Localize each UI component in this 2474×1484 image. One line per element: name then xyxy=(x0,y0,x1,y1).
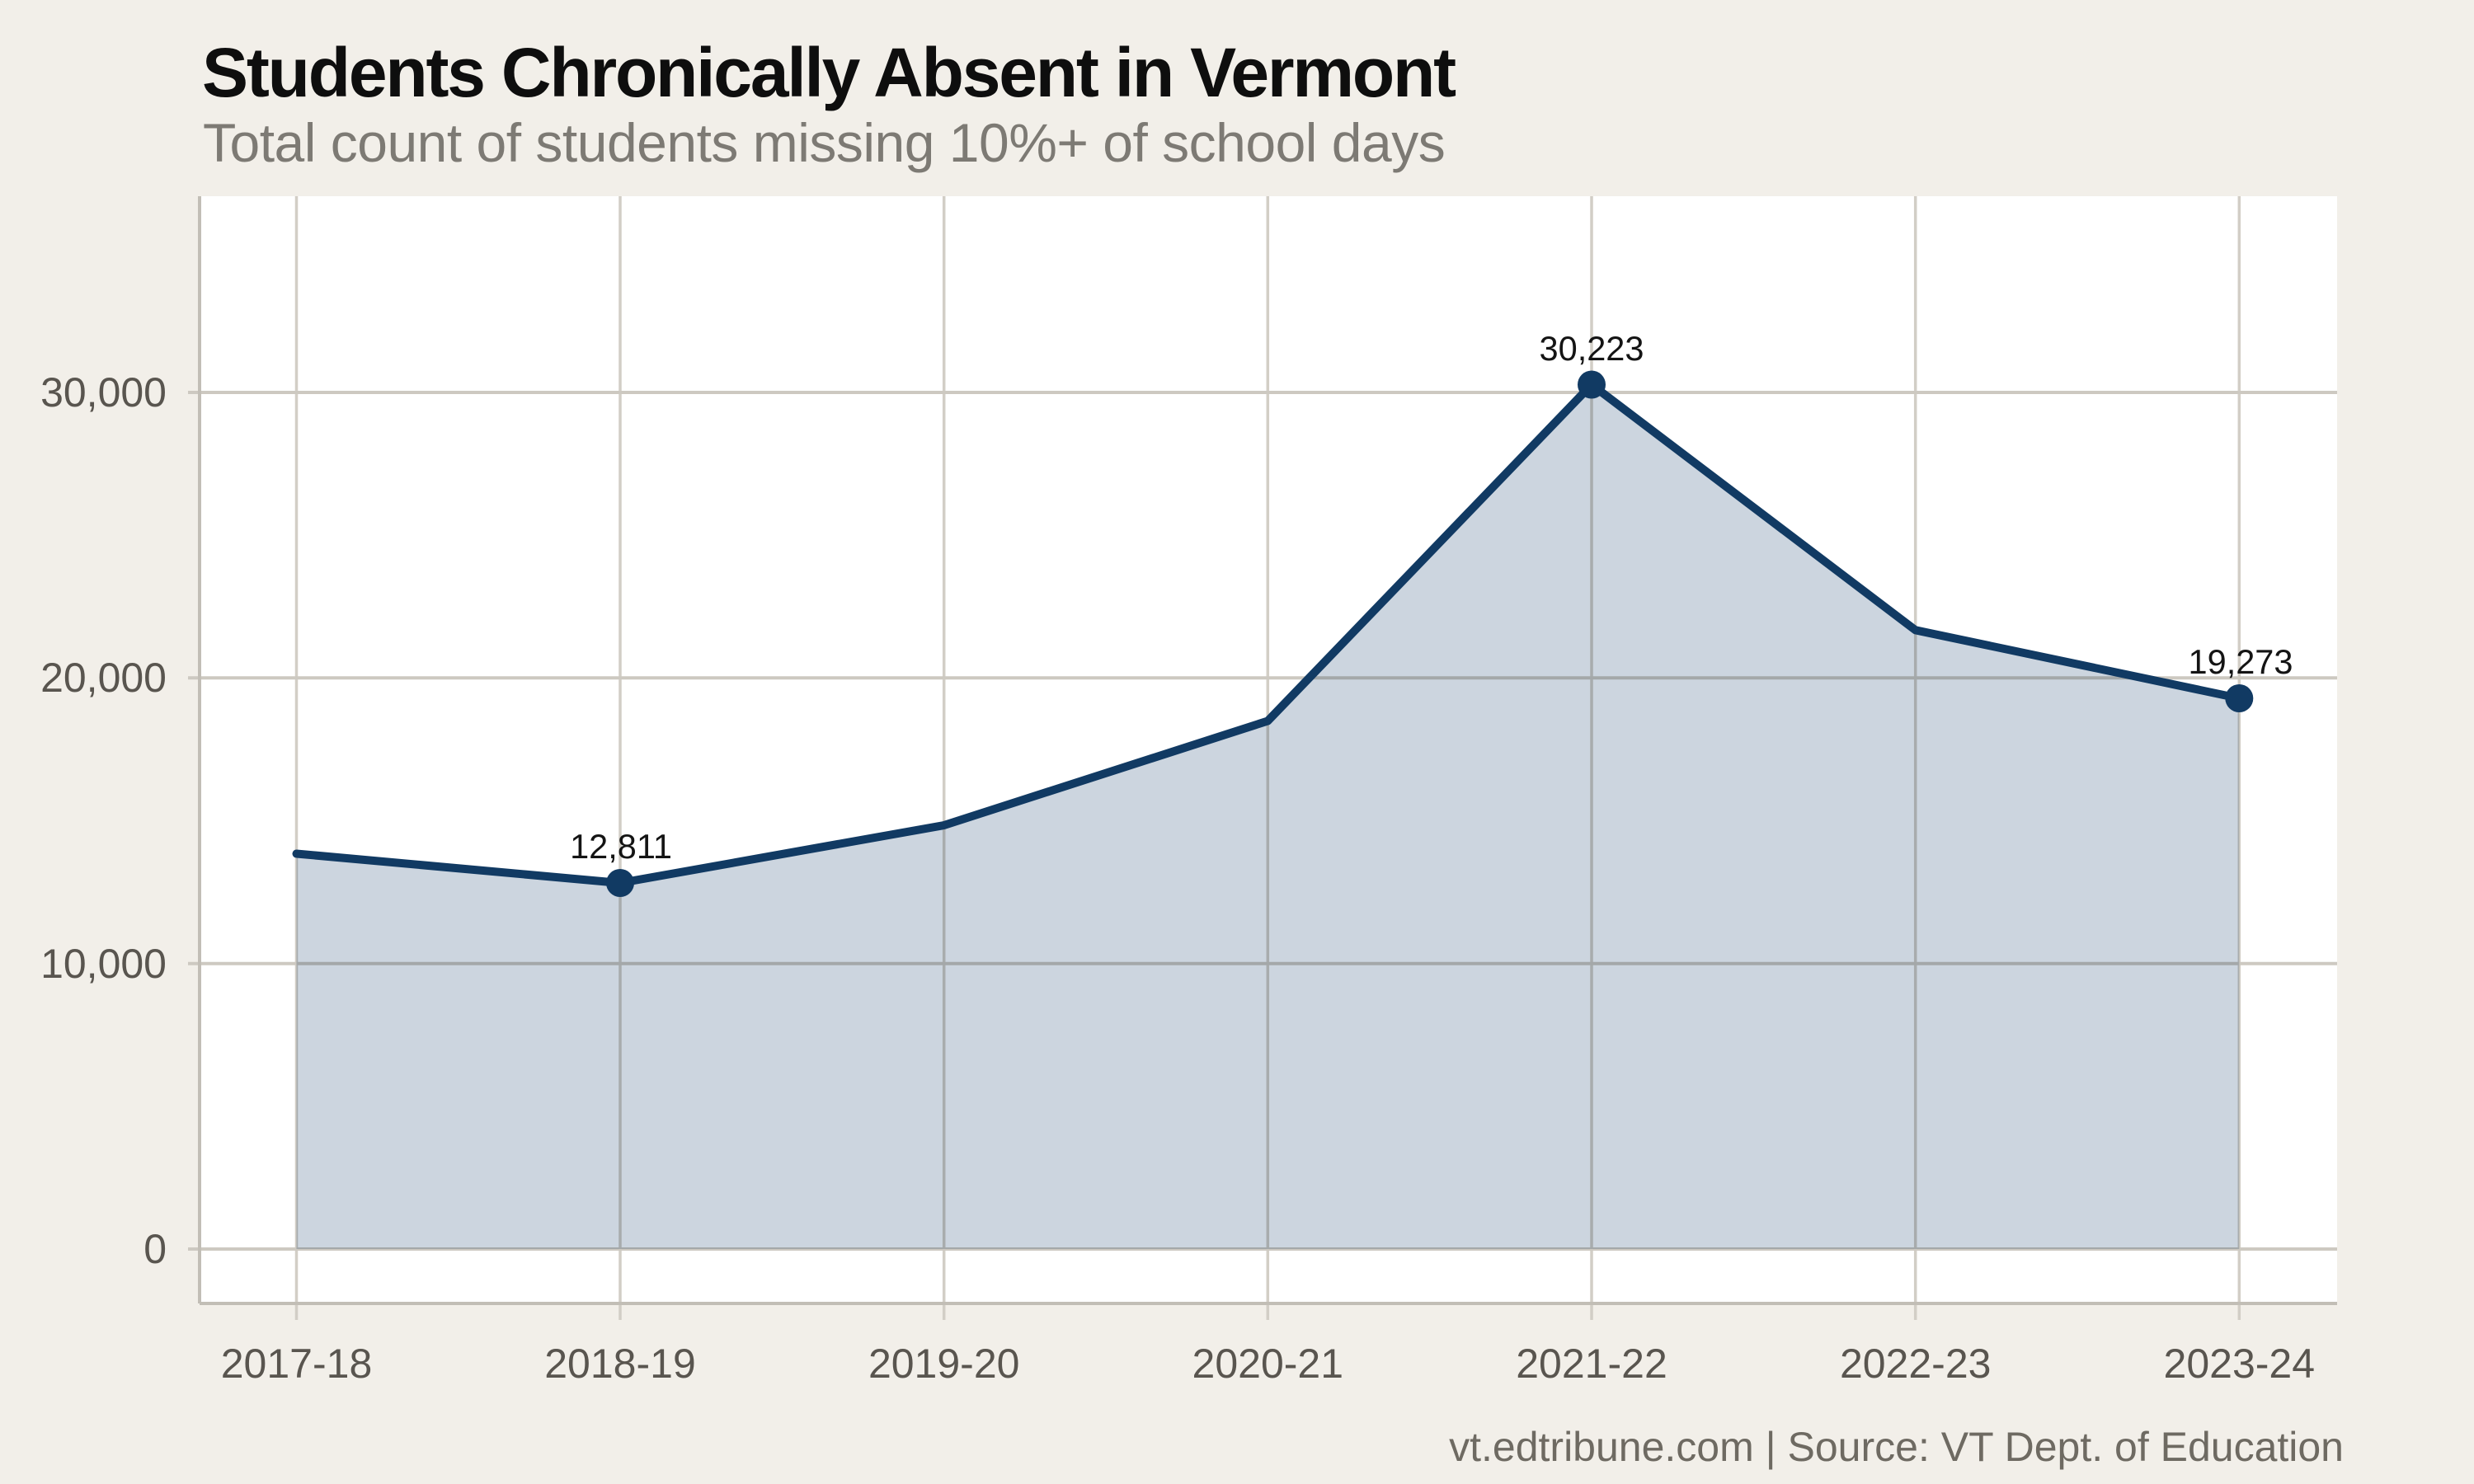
svg-text:10,000: 10,000 xyxy=(40,941,167,987)
svg-text:20,000: 20,000 xyxy=(40,655,167,701)
svg-text:2022-23: 2022-23 xyxy=(1840,1341,1992,1387)
svg-text:2018-19: 2018-19 xyxy=(544,1341,696,1387)
svg-text:2020-21: 2020-21 xyxy=(1192,1341,1344,1387)
svg-text:0: 0 xyxy=(143,1226,167,1272)
svg-text:2019-20: 2019-20 xyxy=(868,1341,1020,1387)
svg-text:Total count of students missin: Total count of students missing 10%+ of … xyxy=(203,112,1445,173)
svg-text:2021-22: 2021-22 xyxy=(1516,1341,1667,1387)
svg-text:Students Chronically Absent in: Students Chronically Absent in Vermont xyxy=(202,34,1456,111)
svg-text:2023-24: 2023-24 xyxy=(2164,1341,2316,1387)
svg-text:vt.edtribune.com | Source: VT: vt.edtribune.com | Source: VT Dept. of E… xyxy=(1449,1424,2344,1470)
svg-text:30,000: 30,000 xyxy=(40,369,167,416)
svg-text:30,223: 30,223 xyxy=(1540,329,1644,368)
svg-text:12,811: 12,811 xyxy=(570,827,672,866)
svg-text:2017-18: 2017-18 xyxy=(221,1341,373,1387)
svg-text:19,273: 19,273 xyxy=(2189,642,2293,681)
